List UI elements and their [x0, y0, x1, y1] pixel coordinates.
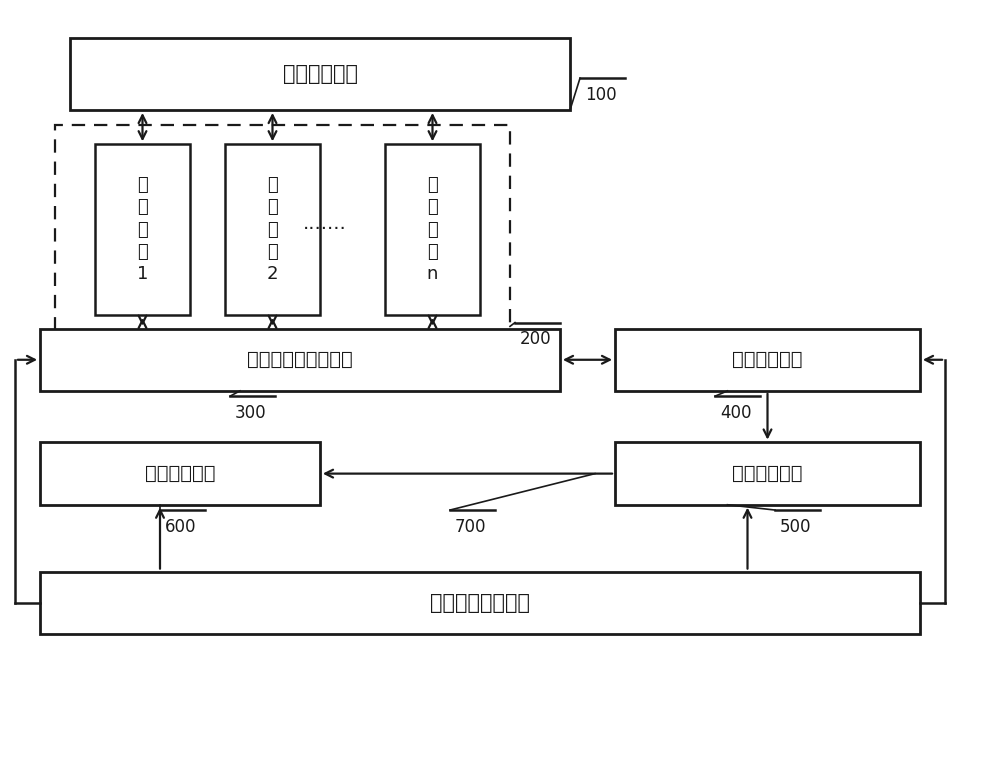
- Text: 700: 700: [455, 518, 486, 536]
- Bar: [40, 572, 920, 634]
- Text: ·······: ·······: [303, 219, 347, 239]
- Bar: [40, 329, 560, 391]
- Bar: [615, 329, 920, 391]
- Bar: [55, 125, 510, 334]
- Text: 400: 400: [720, 404, 752, 422]
- Text: 通
信
单
元
n: 通 信 单 元 n: [427, 176, 438, 283]
- Text: 系统协调、唤醒单元: 系统协调、唤醒单元: [247, 350, 353, 370]
- Bar: [385, 144, 480, 315]
- Text: 500: 500: [780, 518, 812, 536]
- Text: 300: 300: [235, 404, 267, 422]
- Text: 100: 100: [585, 86, 617, 104]
- Text: 驱动唤醒单元: 驱动唤醒单元: [732, 464, 803, 483]
- Text: 地面控制单元: 地面控制单元: [283, 64, 358, 84]
- Text: 井下电源管理单元: 井下电源管理单元: [430, 593, 530, 613]
- Text: 600: 600: [165, 518, 196, 536]
- Text: 驱动执行机构: 驱动执行机构: [145, 464, 215, 483]
- Bar: [615, 442, 920, 505]
- Bar: [95, 144, 190, 315]
- Text: 井下控制单元: 井下控制单元: [732, 350, 803, 370]
- Bar: [40, 442, 320, 505]
- Text: 通
信
单
元
2: 通 信 单 元 2: [267, 176, 278, 283]
- Text: 200: 200: [520, 330, 552, 348]
- Bar: [225, 144, 320, 315]
- Bar: [70, 38, 570, 110]
- Text: 通
信
单
元
1: 通 信 单 元 1: [137, 176, 148, 283]
